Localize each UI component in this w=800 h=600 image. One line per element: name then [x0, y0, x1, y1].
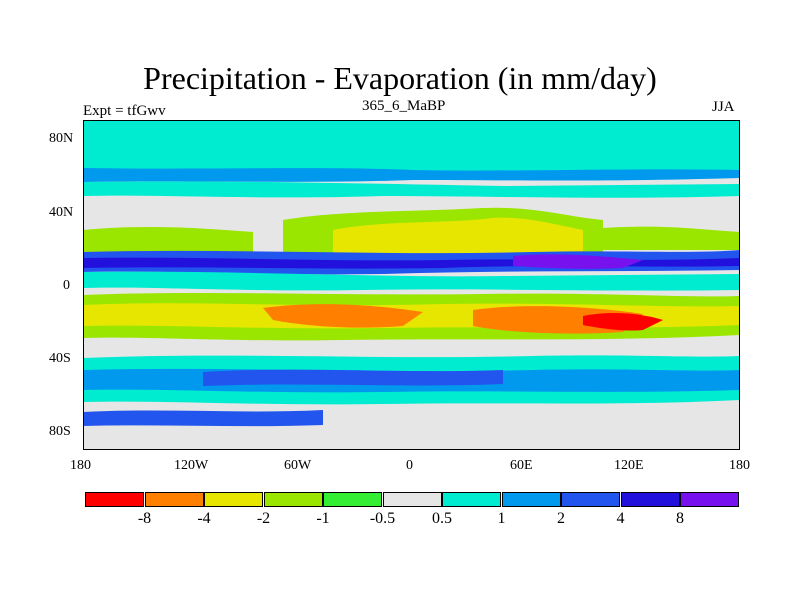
lat-label-80s: 80S — [49, 424, 71, 439]
colorbar-swatch — [680, 492, 739, 507]
colorbar-label: 0.5 — [432, 510, 452, 527]
colorbar-swatch — [561, 492, 620, 507]
colorbar-label: -4 — [197, 510, 211, 527]
experiment-label: Expt = tfGwv — [83, 103, 166, 119]
colorbar-label: -1 — [316, 510, 330, 527]
lon-label-180e: 180 — [729, 458, 750, 473]
lon-label-60w: 60W — [284, 458, 312, 473]
colorbar-swatch — [204, 492, 263, 507]
colorbar-swatch — [620, 492, 680, 507]
colorbar-swatch — [144, 492, 204, 507]
lat-label-40n: 40N — [49, 205, 74, 220]
colorbar-swatch — [323, 492, 382, 507]
lat-label-40s: 40S — [49, 351, 71, 366]
period-label: 365_6_MaBP — [362, 98, 446, 114]
colorbar-swatch — [442, 492, 501, 507]
colorbar-label: 4 — [616, 510, 625, 527]
lon-label-60e: 60E — [510, 458, 533, 473]
colorbar-swatch — [501, 492, 561, 507]
colorbar-label: -2 — [256, 510, 271, 527]
precip-evap-map — [83, 120, 740, 450]
plot-title: Precipitation - Evaporation (in mm/day) — [143, 60, 657, 96]
lon-label-120w: 120W — [174, 458, 209, 473]
colorbar-label: 8 — [676, 510, 684, 527]
colorbar-label: -8 — [137, 510, 152, 527]
colorbar-label: 1 — [497, 510, 506, 527]
colorbar-label: -0.5 — [369, 510, 396, 527]
lat-label-0: 0 — [63, 278, 70, 293]
colorbar-swatch — [382, 492, 442, 507]
season-label: JJA — [712, 99, 735, 115]
colorbar-swatch — [263, 492, 323, 507]
lon-label-120e: 120E — [614, 458, 644, 473]
lon-label-0: 0 — [406, 458, 413, 473]
colorbar-label: 2 — [557, 510, 565, 527]
lon-label-180w: 180 — [70, 458, 91, 473]
lat-label-80n: 80N — [49, 131, 74, 146]
colorbar-swatch — [85, 492, 144, 507]
